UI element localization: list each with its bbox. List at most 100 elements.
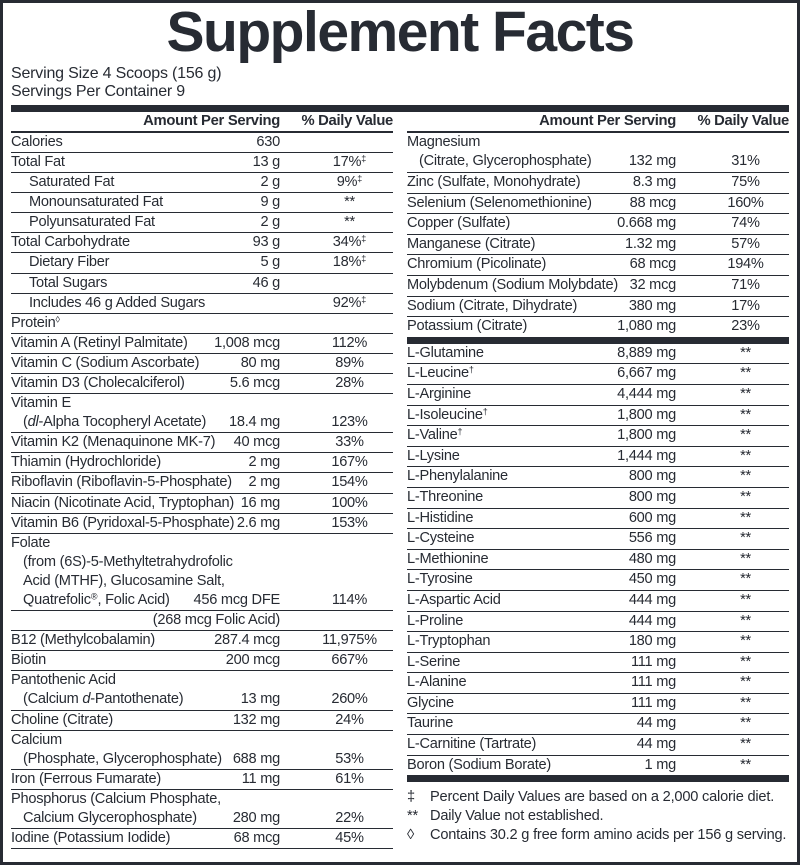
nutrient-name: L-Leucine† bbox=[407, 364, 789, 384]
nutrient-daily-value: ** bbox=[344, 214, 355, 231]
nutrient-name-line: Total Fat bbox=[11, 153, 65, 170]
nutrient-name-line: Boron (Sodium Borate) bbox=[407, 756, 552, 773]
nutrient-name-line: (dl-Alpha Tocopheryl Acetate) bbox=[23, 414, 207, 431]
nutrient-row: Choline (Citrate) 132 mg 24% bbox=[11, 711, 393, 731]
nutrient-amount: 44 mg bbox=[636, 715, 677, 732]
nutrient-daily-value: ** bbox=[740, 715, 751, 732]
nutrient-name: Total Carbohydrate bbox=[11, 233, 393, 252]
nutrient-daily-value: ** bbox=[740, 344, 751, 361]
nutrient-name: Includes 46 g Added Sugars bbox=[11, 294, 393, 313]
nutrient-row: Vitamin K2 (Menaquinone MK-7) 40 mcg 33% bbox=[11, 433, 393, 454]
nutrient-name-line: Protein◊ bbox=[11, 314, 60, 331]
nutrient-name: L-Methionine bbox=[407, 550, 789, 570]
nutrient-name: Total Fat bbox=[11, 153, 393, 172]
nutrient-name-line: L-Arginine bbox=[407, 385, 472, 402]
nutrient-amount: 88 mcg bbox=[629, 194, 677, 211]
nutrient-daily-value: 24% bbox=[335, 711, 364, 728]
nutrient-amount: 111 mg bbox=[630, 653, 676, 670]
nutrient-row: L-Tryptophan 180 mg ** bbox=[407, 632, 789, 653]
nutrient-daily-value: ** bbox=[740, 365, 751, 382]
nutrient-amount: 480 mg bbox=[628, 550, 676, 567]
nutrient-name-line: Quatrefolic®, Folic Acid) bbox=[23, 591, 170, 609]
nutrient-name: Vitamin A (Retinyl Palmitate) bbox=[11, 334, 393, 353]
nutrient-daily-value: 112% bbox=[331, 334, 368, 351]
nutrient-row: L-Aspartic Acid 444 mg ** bbox=[407, 591, 789, 612]
nutrient-amount: 287.4 mcg bbox=[214, 632, 280, 649]
nutrient-daily-value: 260% bbox=[331, 691, 368, 708]
footnote-text: Percent Daily Values are based on a 2,00… bbox=[430, 789, 775, 806]
nutrient-name: Calories bbox=[11, 133, 393, 152]
nutrient-amount: 6,667 mg bbox=[617, 365, 676, 382]
nutrient-amount: 2 g bbox=[260, 174, 280, 191]
nutrient-name-line: Vitamin D3 (Cholecalciferol) bbox=[11, 374, 185, 391]
nutrient-daily-value: 92%‡ bbox=[332, 294, 367, 311]
nutrient-amount: 800 mg bbox=[628, 468, 676, 485]
nutrient-row: Magnesium (Citrate, Glycerophosphate) 132 … bbox=[407, 133, 789, 174]
nutrient-row: Niacin (Nicotinate Acid, Tryptophan) 16 m… bbox=[11, 494, 393, 514]
nutrient-amount: 68 mcg bbox=[629, 256, 677, 273]
footnote-text: Contains 30.2 g free form amino acids pe… bbox=[430, 826, 787, 843]
nutrient-amount: 1 mg bbox=[644, 756, 677, 773]
nutrient-daily-value: 75% bbox=[731, 174, 760, 191]
nutrient-name: Total Sugars bbox=[11, 274, 393, 293]
nutrient-name: Chromium (Picolinate) bbox=[407, 255, 789, 275]
nutrient-row: Thiamin (Hydrochloride) 2 mg 167% bbox=[11, 453, 393, 474]
nutrient-amount: 132 mg bbox=[232, 711, 280, 728]
left-rows: Calories 630 Total Fat 13 g 17%‡ Saturated Fa… bbox=[11, 133, 393, 850]
nutrient-daily-value: 18%‡ bbox=[332, 253, 367, 271]
nutrient-row: Vitamin E (dl-Alpha Tocopheryl Acetate) 18… bbox=[11, 394, 393, 434]
nutrient-row: L-Valine† 1,800 mg ** bbox=[407, 426, 789, 447]
nutrient-name-line: L-Carnitine (Tartrate) bbox=[407, 736, 537, 753]
nutrient-name-line: Glycine bbox=[407, 694, 454, 711]
nutrient-amount: 46 g bbox=[252, 274, 281, 291]
nutrient-name-line: L-Alanine bbox=[407, 674, 467, 691]
nutrient-name-line: Polyunsaturated Fat bbox=[29, 214, 155, 231]
nutrient-name-line: Total Sugars bbox=[29, 274, 108, 291]
nutrient-amount: 40 mcg bbox=[233, 434, 281, 451]
nutrient-daily-value: 71% bbox=[731, 277, 760, 294]
nutrient-daily-value: ** bbox=[740, 694, 751, 711]
nutrient-name: Riboflavin (Riboflavin-5-Phosphate) bbox=[11, 473, 393, 492]
nutrient-name-line: Molybdenum (Sodium Molybdate) bbox=[407, 277, 618, 294]
nutrient-row: Taurine 44 mg ** bbox=[407, 714, 789, 736]
nutrient-row: L-Histidine 600 mg ** bbox=[407, 509, 789, 530]
nutrient-row: L-Phenylalanine 800 mg ** bbox=[407, 467, 789, 488]
nutrient-name-line: Biotin bbox=[11, 652, 47, 669]
nutrient-amount: 5.6 mcg bbox=[229, 374, 280, 391]
footnote-symbol: ** bbox=[407, 808, 418, 825]
footnotes: ‡ Percent Daily Values are based on a 2,0… bbox=[407, 788, 789, 844]
nutrient-name: Phosphorus (Calcium Phosphate, Calcium Gl… bbox=[11, 790, 393, 828]
nutrient-amount: 32 mcg bbox=[629, 277, 677, 294]
nutrient-daily-value: ** bbox=[740, 591, 751, 608]
nutrient-name-line: L-Tryptophan bbox=[407, 633, 491, 650]
nutrient-row: Protein◊ bbox=[11, 314, 393, 334]
nutrient-amount: 1,444 mg bbox=[617, 447, 676, 464]
nutrient-name: Copper (Sulfate) bbox=[407, 214, 789, 234]
nutrient-row: L-Lysine 1,444 mg ** bbox=[407, 447, 789, 468]
nutrient-name-line: Sodium (Citrate, Dihydrate) bbox=[407, 297, 578, 314]
nutrient-daily-value: 17%‡ bbox=[332, 153, 367, 170]
nutrient-daily-value: 61% bbox=[335, 770, 364, 787]
nutrient-name: L-Threonine bbox=[407, 488, 789, 508]
nutrient-name: Vitamin D3 (Cholecalciferol) bbox=[11, 374, 393, 393]
nutrient-amount: 1,800 mg bbox=[617, 406, 676, 423]
nutrient-name-line: L-Lysine bbox=[407, 447, 460, 464]
nutrient-daily-value: 123% bbox=[331, 414, 368, 431]
nutrient-name-line: L-Threonine bbox=[407, 488, 483, 505]
nutrient-amount: 1,800 mg bbox=[617, 427, 676, 444]
nutrient-name: Zinc (Sulfate, Monohydrate) bbox=[407, 173, 789, 193]
nutrient-name-line: (Phosphate, Glycerophosphate) bbox=[23, 750, 222, 767]
nutrient-name-line: L-Serine bbox=[407, 653, 461, 670]
nutrient-name-line: Calories bbox=[11, 133, 63, 150]
nutrient-row: L-Isoleucine† 1,800 mg ** bbox=[407, 406, 789, 427]
nutrient-daily-value: 45% bbox=[335, 830, 364, 847]
nutrient-name-line: Vitamin A (Retinyl Palmitate) bbox=[11, 334, 188, 351]
nutrient-name: Vitamin K2 (Menaquinone MK-7) bbox=[11, 433, 393, 452]
nutrient-name-line: Vitamin B6 (Pyridoxal-5-Phosphate) bbox=[11, 514, 235, 531]
nutrient-name: L-Aspartic Acid bbox=[407, 591, 789, 611]
nutrient-row: L-Leucine† 6,667 mg ** bbox=[407, 364, 789, 385]
nutrient-daily-value: 33% bbox=[335, 434, 364, 451]
nutrient-name-line: Calcium bbox=[11, 731, 62, 748]
nutrient-name: L-Histidine bbox=[407, 509, 789, 529]
nutrient-row: Zinc (Sulfate, Monohydrate) 8.3 mg 75% bbox=[407, 173, 789, 194]
